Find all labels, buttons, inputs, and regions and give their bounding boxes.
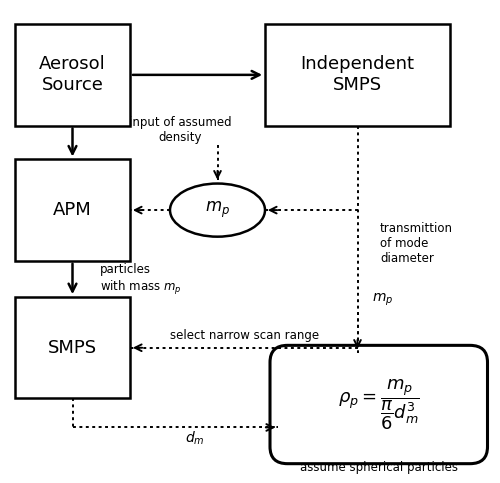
Text: SMPS: SMPS [48, 339, 97, 357]
FancyBboxPatch shape [270, 345, 488, 464]
Text: $\rho_p = \dfrac{m_p}{\dfrac{\pi}{6}d_m^3}$: $\rho_p = \dfrac{m_p}{\dfrac{\pi}{6}d_m^… [338, 378, 419, 431]
Text: $d_m$: $d_m$ [185, 430, 205, 447]
Text: input of assumed
density: input of assumed density [128, 116, 232, 144]
Text: select narrow scan range: select narrow scan range [170, 329, 320, 342]
Text: particles
with mass $m_p$: particles with mass $m_p$ [100, 263, 182, 297]
Text: transmittion
of mode
diameter: transmittion of mode diameter [380, 222, 453, 266]
Text: $m_p$: $m_p$ [205, 200, 230, 220]
FancyBboxPatch shape [15, 297, 130, 398]
Text: Independent
SMPS: Independent SMPS [300, 56, 414, 94]
FancyBboxPatch shape [15, 24, 130, 126]
Text: APM: APM [53, 201, 92, 219]
Text: Aerosol
Source: Aerosol Source [39, 56, 106, 94]
Ellipse shape [170, 184, 265, 237]
Text: $m_p$: $m_p$ [372, 291, 394, 308]
Text: assume spherical particles: assume spherical particles [300, 461, 458, 474]
FancyBboxPatch shape [265, 24, 450, 126]
FancyBboxPatch shape [15, 159, 130, 261]
